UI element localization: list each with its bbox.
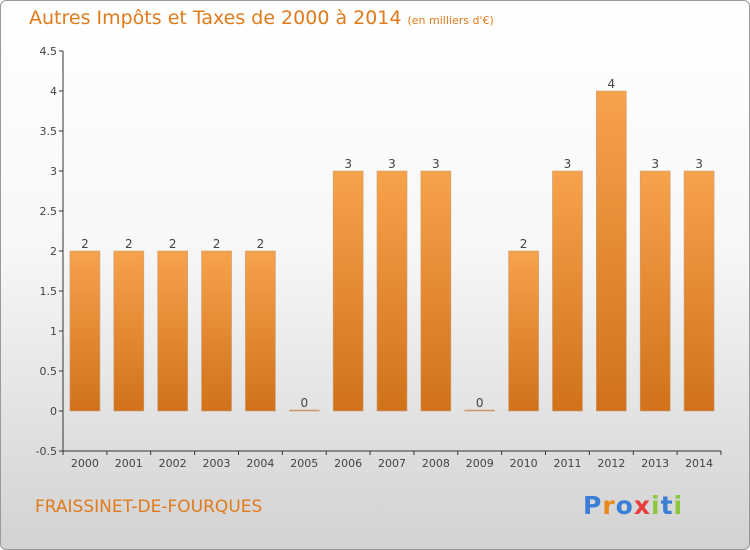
data-label: 0 [476, 396, 484, 410]
data-label: 3 [564, 157, 572, 171]
y-tick-label: 3 [50, 165, 57, 178]
y-tick-label: 1.5 [40, 285, 58, 298]
title-unit: (en milliers d'€) [407, 14, 494, 27]
x-tick-label: 2012 [597, 457, 625, 470]
data-label: 3 [388, 157, 396, 171]
bar [376, 170, 408, 412]
y-tick-label: 4 [50, 85, 57, 98]
x-tick-label: 2009 [466, 457, 494, 470]
x-tick-label: 2008 [422, 457, 450, 470]
x-tick-label: 2003 [203, 457, 231, 470]
x-tick-label: 2005 [290, 457, 318, 470]
y-tick-label: -0.5 [36, 445, 57, 458]
y-tick-label: 4.5 [40, 45, 58, 58]
data-label: 2 [257, 237, 265, 251]
commune-name: FRAISSINET-DE-FOURQUES [35, 497, 263, 517]
proxiti-logo[interactable]: Proxiti [583, 491, 683, 520]
logo-letter: o [615, 491, 634, 520]
chart-bars: 2 2 2 2 2 0 3 3 3 0 2 3 4 3 3 [69, 77, 715, 412]
bar [332, 170, 364, 412]
data-label: 2 [81, 237, 89, 251]
y-tick-label: 0.5 [40, 365, 58, 378]
bar [552, 170, 583, 412]
data-label: 2 [213, 237, 221, 251]
logo-letter: P [583, 491, 603, 520]
bar [288, 409, 320, 412]
x-tick-label: 2007 [378, 457, 406, 470]
x-tick-label: 2014 [685, 457, 713, 470]
data-label: 3 [432, 157, 440, 171]
x-tick-label: 2013 [641, 457, 669, 470]
y-tick-label: 1 [50, 325, 57, 338]
y-tick-label: 0 [50, 405, 57, 418]
bar [596, 90, 627, 412]
data-label: 3 [344, 157, 352, 171]
x-tick-label: 2001 [115, 457, 143, 470]
bar [464, 409, 496, 412]
bar [201, 250, 232, 412]
x-tick-label: 2011 [553, 457, 581, 470]
x-tick-label: 2006 [334, 457, 362, 470]
logo-letter: r [602, 491, 616, 520]
bar [113, 250, 145, 412]
bar [69, 250, 101, 412]
bar [508, 250, 539, 412]
bar [683, 170, 715, 412]
data-label: 3 [695, 157, 703, 171]
logo-letter: t [660, 491, 674, 520]
data-label: 0 [300, 396, 308, 410]
chart-title: Autres Impôts et Taxes de 2000 à 2014 (en… [29, 7, 494, 29]
x-tick-label: 2004 [246, 457, 274, 470]
bar [420, 170, 452, 412]
data-label: 4 [608, 77, 616, 91]
data-label: 2 [520, 237, 528, 251]
y-tick-label: 2.5 [40, 205, 58, 218]
logo-letter: i [651, 491, 661, 520]
logo-letter: i [673, 491, 684, 520]
x-tick-label: 2000 [71, 457, 99, 470]
y-tick-label: 2 [50, 245, 57, 258]
x-tick-label: 2002 [159, 457, 187, 470]
bar [639, 170, 671, 412]
bar [245, 250, 276, 412]
data-label: 2 [169, 237, 177, 251]
data-label: 3 [651, 157, 659, 171]
bar [157, 250, 188, 412]
y-tick-label: 3.5 [40, 125, 58, 138]
data-label: 2 [125, 237, 133, 251]
title-text: Autres Impôts et Taxes de 2000 à 2014 [29, 7, 402, 29]
logo-letter: x [633, 491, 651, 520]
x-tick-label: 2010 [510, 457, 538, 470]
